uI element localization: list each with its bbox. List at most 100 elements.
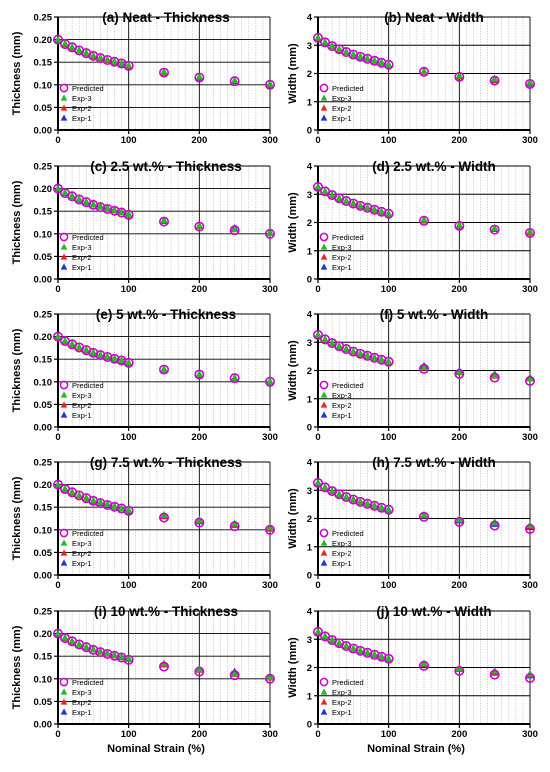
data-point-exp-3 [356, 497, 365, 505]
data-point-predicted [52, 628, 63, 639]
data-point-exp-3 [75, 639, 83, 647]
data-point-predicted [362, 202, 373, 213]
data-point-exp-3 [363, 351, 372, 359]
data-point-exp-3 [82, 493, 91, 501]
data-point-predicted [194, 72, 205, 83]
legend-swatch-predicted [319, 380, 329, 390]
data-point-exp-3 [68, 42, 76, 50]
data-point-predicted [524, 78, 535, 89]
data-point-exp-3 [384, 60, 393, 68]
data-point-predicted [454, 368, 465, 379]
y-tick-label: 2 [307, 366, 312, 377]
data-point-exp-3 [377, 503, 386, 511]
series-predicted [312, 32, 535, 89]
y-tick-label: 0.15 [34, 652, 53, 663]
legend-swatch-predicted [59, 677, 69, 687]
legend-swatch-exp-1 [320, 411, 328, 418]
data-point-exp-3 [455, 515, 464, 523]
data-point-exp-3 [82, 197, 91, 205]
legend-swatch-exp-2 [60, 401, 68, 408]
legend-swatch-exp-3 [60, 391, 68, 398]
data-point-exp-3 [335, 489, 343, 497]
data-point-exp-3 [321, 38, 329, 46]
y-tick-label: 4 [307, 13, 313, 24]
data-point-exp-3 [377, 58, 386, 66]
data-point-exp-3 [89, 51, 98, 59]
data-point-exp-3 [526, 78, 534, 86]
data-point-exp-3 [68, 487, 76, 495]
x-tick-label: 300 [262, 135, 278, 146]
legend-label: Predicted [332, 381, 364, 390]
data-point-exp-3 [68, 636, 76, 644]
y-tick-label: 0 [307, 126, 312, 137]
x-tick-label: 0 [55, 135, 60, 146]
x-tick-label: 100 [121, 580, 137, 591]
data-point-exp-3 [195, 370, 204, 378]
data-point-predicted [383, 208, 394, 219]
data-point-exp-3 [370, 56, 379, 64]
data-point-exp-3 [75, 490, 83, 498]
data-point-predicted [489, 520, 500, 531]
x-tick-label: 0 [315, 284, 320, 295]
legend-label: Predicted [72, 678, 104, 687]
legend-swatch-exp-1 [320, 114, 328, 121]
x-tick-label: 0 [315, 135, 320, 146]
data-point-predicted [418, 363, 429, 374]
series-predicted [52, 34, 275, 90]
data-point-exp-3 [335, 193, 343, 201]
data-point-exp-3 [61, 188, 69, 196]
y-tick-label: 0.25 [34, 310, 53, 321]
legend-label: Exp-2 [332, 253, 352, 262]
data-point-exp-3 [124, 358, 133, 366]
panel-10: 0 1 2 3 4 0 100 200 300 (j) 10 wt.% - Width Width … [287, 604, 538, 755]
panel-4: 0 1 2 3 4 0 100 200 300 (d) 2.5 wt.% - Width Width… [287, 159, 538, 295]
minor-gridlines [64, 611, 264, 724]
y-tick-label: 0 [307, 571, 312, 582]
data-point-exp-3 [124, 61, 133, 69]
data-point-predicted [355, 645, 366, 656]
y-tick-label: 0 [307, 720, 312, 731]
data-point-exp-3 [490, 74, 499, 82]
data-point-exp-3 [490, 371, 499, 379]
data-point-predicted [194, 517, 205, 528]
data-point-predicted [524, 227, 535, 238]
x-axis-label: Nominal Strain (%) [107, 743, 205, 755]
y-tick-label: 0.25 [34, 607, 53, 618]
y-tick-label: 1 [307, 97, 313, 108]
data-point-predicted [194, 666, 205, 677]
y-tick-label: 0.10 [34, 229, 53, 240]
legend-swatch-exp-1 [60, 559, 68, 566]
legend-swatch-exp-2 [60, 549, 68, 556]
data-point-exp-3 [342, 196, 351, 204]
y-tick-label: 3 [307, 41, 312, 52]
legend-label: Exp-2 [72, 549, 92, 558]
data-point-exp-3 [195, 72, 204, 80]
data-point-exp-3 [328, 486, 336, 494]
legend-swatch-exp-2 [320, 253, 328, 260]
data-point-predicted [524, 523, 535, 534]
y-tick-label: 0.25 [34, 13, 53, 24]
data-point-exp-3 [54, 629, 62, 637]
data-point-predicted [369, 352, 380, 363]
data-point-predicted [418, 215, 429, 226]
data-point-predicted [52, 331, 63, 342]
data-point-predicted [159, 512, 170, 523]
y-tick-label: 0.05 [34, 252, 53, 263]
data-point-predicted [229, 521, 240, 532]
y-tick-label: 2 [307, 218, 312, 229]
legend-label: Exp-3 [332, 243, 352, 252]
data-point-predicted [418, 511, 429, 522]
data-point-predicted [489, 372, 500, 383]
data-point-exp-3 [117, 356, 126, 364]
data-point-exp-3 [266, 377, 274, 385]
legend-swatch-exp-1 [320, 708, 328, 715]
x-tick-label: 100 [121, 284, 137, 295]
data-point-predicted [95, 202, 106, 213]
data-point-predicted [312, 477, 323, 488]
legend-swatch-exp-3 [60, 243, 68, 250]
legend-swatch-predicted [59, 380, 69, 390]
data-point-exp-3 [455, 367, 464, 375]
